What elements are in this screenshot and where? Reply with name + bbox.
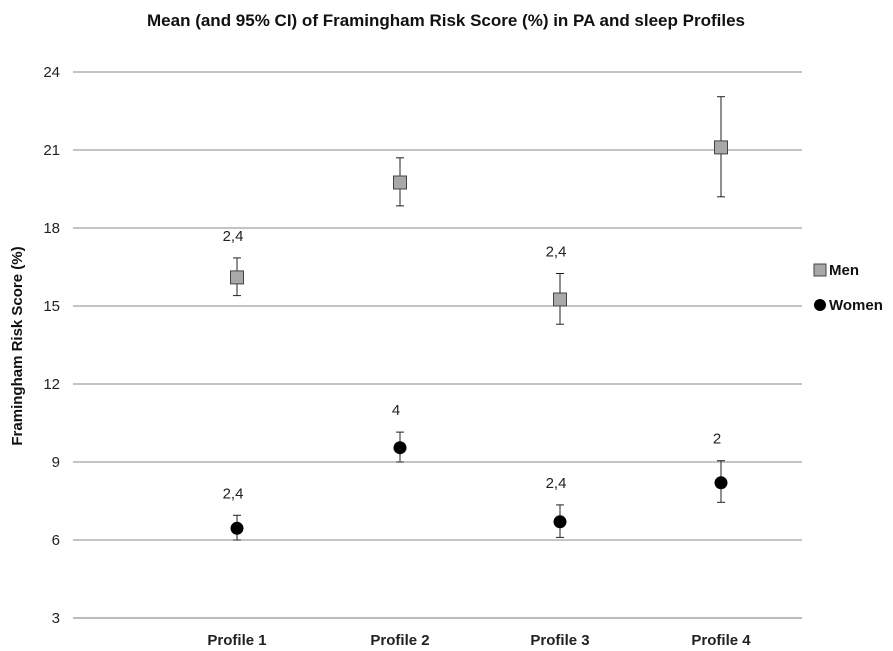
legend-marker-circle [814, 299, 826, 311]
significance-label: 2,4 [546, 244, 567, 261]
data-point [393, 175, 407, 190]
legend-item-women: Women [814, 297, 883, 314]
data-series: 2,4 2,4 2,4 4 2,4 2 [223, 96, 728, 541]
legend: Men Women [813, 262, 883, 314]
data-point [553, 515, 567, 529]
significance-label: 2 [713, 431, 721, 448]
legend-item-men: Men [813, 262, 859, 279]
y-tick-label: 24 [43, 64, 60, 81]
significance-label: 2,4 [223, 485, 244, 502]
series-women: 2,4 4 2,4 2 [223, 402, 728, 541]
y-tick-label: 15 [43, 298, 60, 315]
y-tick-label: 18 [43, 220, 60, 237]
y-tick-label: 21 [43, 142, 60, 159]
gridlines [73, 71, 802, 619]
y-tick-label: 9 [52, 454, 60, 471]
x-tick-label: Profile 4 [691, 632, 751, 649]
x-tick-label: Profile 1 [207, 632, 266, 649]
data-point [230, 521, 244, 535]
data-point [230, 270, 244, 285]
y-tick-label: 3 [52, 610, 60, 627]
y-tick-label: 6 [52, 532, 60, 549]
legend-marker-square [813, 263, 827, 277]
y-tick-label: 12 [43, 376, 60, 393]
data-point [553, 292, 567, 307]
y-tick-labels: 3 6 9 12 15 18 21 24 [43, 64, 60, 627]
data-point [393, 441, 407, 455]
significance-label: 2,4 [223, 228, 244, 245]
y-axis-title: Framingham Risk Score (%) [9, 246, 26, 445]
chart-title: Mean (and 95% CI) of Framingham Risk Sco… [147, 11, 745, 30]
data-point [714, 476, 728, 490]
significance-label: 2,4 [546, 475, 567, 492]
series-men: 2,4 2,4 [223, 96, 728, 325]
x-tick-labels: Profile 1 Profile 2 Profile 3 Profile 4 [207, 632, 751, 649]
legend-label: Men [829, 262, 859, 279]
x-tick-label: Profile 3 [530, 632, 589, 649]
x-tick-label: Profile 2 [370, 632, 429, 649]
significance-label: 4 [392, 402, 400, 419]
legend-label: Women [829, 297, 883, 314]
data-point [714, 140, 728, 155]
